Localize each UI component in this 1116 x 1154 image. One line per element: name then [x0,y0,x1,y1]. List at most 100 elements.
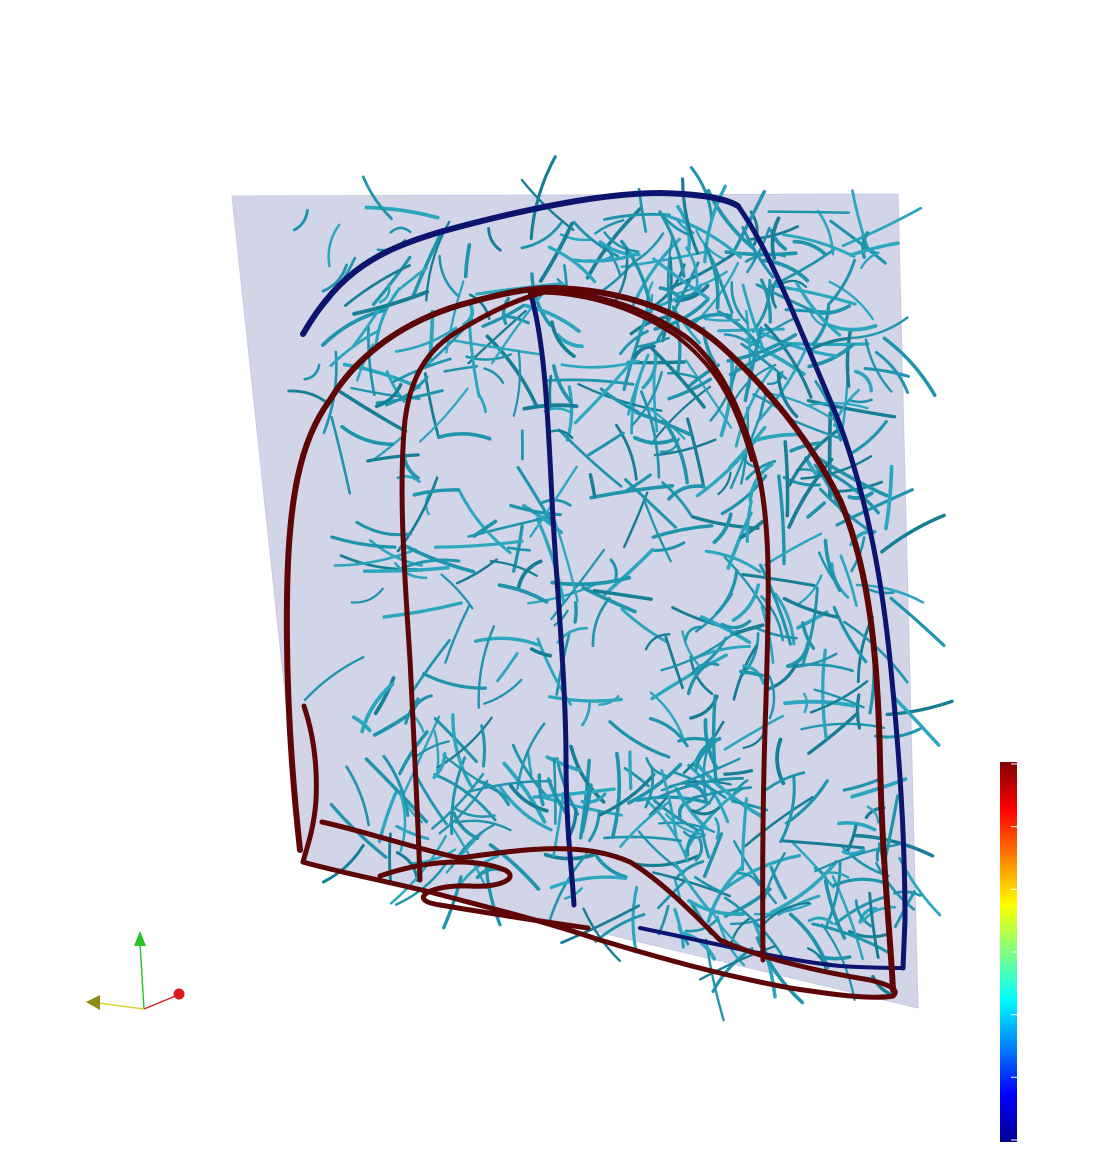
capillary-segment [691,785,753,800]
capillary-segment [401,543,476,574]
capillary-segment [801,621,816,650]
capillary-segment [507,546,532,552]
capillary-segment [673,861,714,916]
capillary-segment [635,232,665,262]
capillary-segment [889,596,946,648]
capillary-segment [751,432,803,443]
capillary-segment [764,323,813,399]
capillary-segment [694,793,716,813]
capillary-segment [490,291,545,365]
capillary-segment [516,559,543,590]
capillary-segment [691,806,721,816]
capillary-segment [373,676,396,716]
capillary-segment [487,227,502,252]
capillary-segment [333,548,417,567]
capillary-segment [591,596,611,648]
capillary-segment [677,799,692,819]
capillary-segment [767,248,836,289]
capillary-segment [690,662,720,676]
capillary-segment [545,755,582,773]
capillary-segment [723,896,783,957]
z-axis-tip [86,995,100,1010]
capillary-segment [592,588,653,601]
capillary-segment [782,596,839,619]
capillary-segment [893,696,941,747]
capillary-segment [537,773,545,807]
capillary-segment [674,786,709,831]
capillary-segment [594,219,625,235]
capillary-segment [691,515,760,530]
capillary-segment [666,371,698,379]
capillary-segment [854,899,873,928]
capillary-segment [685,359,733,429]
capillary-segment [364,205,440,220]
capillary-segment [634,854,700,868]
capillary-segment [472,519,498,538]
capillary-segment [330,415,352,495]
capillary-segment [843,620,909,684]
capillary-segment [817,551,843,591]
capillary-segment [770,216,781,261]
capillary-segment [739,669,765,678]
capillary-segment [361,175,393,220]
capillary-segment [483,367,505,384]
capillary-segment [720,619,752,630]
capillary-segment [635,795,711,805]
capillary-segment [292,208,309,232]
capillary-segment [552,757,557,826]
capillary-segment [572,220,620,258]
capillary-segment [560,359,640,369]
capillary-segment [769,865,788,900]
capillary-segment [438,779,489,835]
capillary-segment [816,209,835,256]
capillary-segment [477,625,496,709]
capillary-segment [687,898,746,917]
capillary-segment [598,695,620,706]
capillary-segment [631,344,656,363]
capillary-segment [764,771,806,792]
capillary-segment [808,336,852,352]
red-vessel-inner-arch-2 [528,290,754,462]
capillary-segment [529,155,557,241]
capillary-segment [868,891,880,959]
capillary-segment [664,813,706,836]
capillary-segment [645,798,689,863]
capillary-segment [807,711,859,755]
capillary-segment [664,635,684,690]
capillary-segment [758,563,792,646]
capillary-segment [393,561,428,580]
capillary-segment [642,497,672,563]
capillary-segment [559,233,593,242]
capillary-segment [702,736,713,797]
capillary-segment [681,177,700,255]
capillary-segment [763,901,811,925]
capillary-segment [699,615,752,645]
capillary-segment [573,601,578,624]
capillary-segment [832,388,861,427]
capillary-segment [720,474,768,516]
colorbar-ticks [1011,763,1017,1141]
capillary-segment [753,902,812,916]
capillary-segment [480,724,486,768]
capillary-segment [516,466,554,526]
capillary-segment [853,369,874,393]
capillary-segment [382,754,410,818]
capillary-segment [650,346,706,409]
capillary-segment [781,279,808,288]
red-vessel-left-stub [300,703,319,865]
capillary-segment [693,760,763,819]
capillary-segment [508,783,549,813]
capillary-segment [411,638,451,693]
red-vessel-bottom-loop [300,819,898,1000]
capillary-segment [321,844,365,884]
capillary-segment [703,243,720,310]
capillary-segment [740,797,749,872]
capillary-segment [841,848,866,856]
capillary-segment [371,255,412,306]
capillary-segment [731,583,761,623]
capillary-segment [800,722,886,731]
capillary-segment [522,403,579,411]
capillary-segment [768,675,776,720]
capillary-segment [753,327,839,358]
